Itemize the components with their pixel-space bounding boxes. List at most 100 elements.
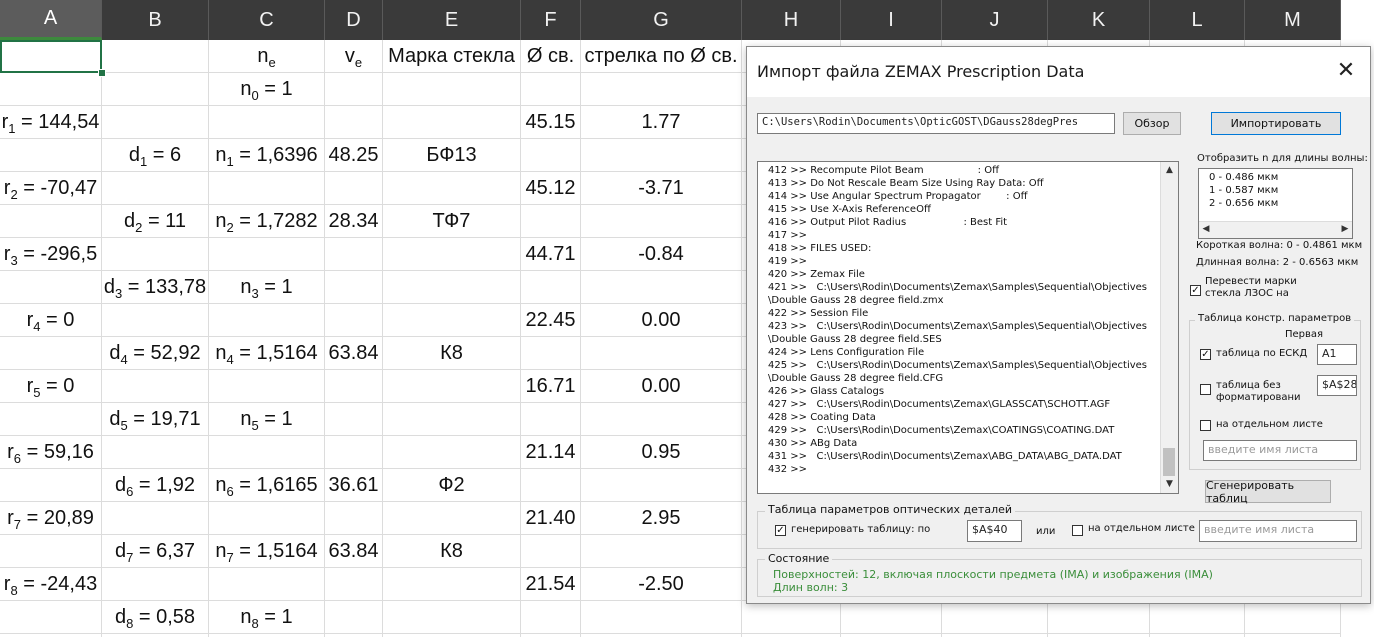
cell-d[interactable]: 63.84: [325, 535, 383, 568]
cell-b[interactable]: [102, 436, 209, 469]
cell-a[interactable]: [0, 469, 102, 502]
cell-e[interactable]: [383, 601, 521, 634]
cell-g[interactable]: -3.71: [581, 172, 742, 205]
cell-e[interactable]: [383, 304, 521, 337]
cell-d[interactable]: [325, 634, 383, 637]
cell-g[interactable]: [581, 403, 742, 436]
cell-g[interactable]: -0.84: [581, 238, 742, 271]
cell-a[interactable]: [0, 403, 102, 436]
scroll-up-icon[interactable]: ▲: [1161, 162, 1178, 179]
cell-f[interactable]: [521, 73, 581, 106]
cell-a[interactable]: [0, 535, 102, 568]
cell-e[interactable]: [383, 271, 521, 304]
cell-g[interactable]: [581, 337, 742, 370]
list-item[interactable]: 0 - 0.486 мкм: [1209, 172, 1279, 183]
cell-a[interactable]: [0, 73, 102, 106]
column-header-g[interactable]: G: [581, 0, 742, 40]
generate-table-button[interactable]: Сгенерировать таблиц: [1205, 479, 1331, 505]
log-scrollbar[interactable]: ▲ ▼: [1160, 162, 1178, 493]
cell-g[interactable]: 0.00: [581, 304, 742, 337]
cell-f[interactable]: [521, 337, 581, 370]
fill-handle[interactable]: [98, 69, 106, 77]
wavelength-list[interactable]: 0 - 0.486 мкм 1 - 0.587 мкм 2 - 0.656 мк…: [1198, 168, 1353, 239]
cell-d[interactable]: [325, 271, 383, 304]
cell-c[interactable]: [209, 502, 325, 535]
cell-m[interactable]: [1245, 634, 1341, 637]
cell-d[interactable]: [325, 172, 383, 205]
cell-e[interactable]: К8: [383, 337, 521, 370]
cell-b[interactable]: [102, 238, 209, 271]
cell-c[interactable]: [209, 304, 325, 337]
cell-e[interactable]: [383, 238, 521, 271]
cell-g[interactable]: [581, 271, 742, 304]
cell-d[interactable]: [325, 106, 383, 139]
cell-g[interactable]: [581, 139, 742, 172]
column-header-d[interactable]: D: [325, 0, 383, 40]
cell-f[interactable]: 21.14: [521, 436, 581, 469]
cell-c[interactable]: [209, 238, 325, 271]
cell-d[interactable]: [325, 370, 383, 403]
column-header-b[interactable]: B: [102, 0, 209, 40]
column-header-a[interactable]: A: [0, 0, 102, 40]
cell-f[interactable]: [521, 634, 581, 637]
cell-i[interactable]: [841, 601, 942, 634]
cell-h[interactable]: [742, 634, 841, 637]
cell-b[interactable]: [102, 568, 209, 601]
cell-c[interactable]: [209, 634, 325, 637]
cell-b[interactable]: [102, 40, 209, 73]
scroll-thumb[interactable]: [1163, 448, 1175, 476]
cell-f[interactable]: 16.71: [521, 370, 581, 403]
cell-h[interactable]: [742, 601, 841, 634]
cell-b[interactable]: [102, 106, 209, 139]
cell-f[interactable]: [521, 271, 581, 304]
cell-a[interactable]: [0, 601, 102, 634]
cell-d[interactable]: 36.61: [325, 469, 383, 502]
column-header-c[interactable]: C: [209, 0, 325, 40]
cell-e[interactable]: [383, 106, 521, 139]
cell-b[interactable]: [102, 172, 209, 205]
cell-f[interactable]: [521, 205, 581, 238]
cell-b[interactable]: [102, 502, 209, 535]
cell-g[interactable]: [581, 601, 742, 634]
cell-f[interactable]: 21.54: [521, 568, 581, 601]
list-item[interactable]: 2 - 0.656 мкм: [1209, 198, 1279, 209]
browse-button[interactable]: Обзор: [1123, 112, 1181, 135]
cell-e[interactable]: [383, 502, 521, 535]
eskd-checkbox[interactable]: ✓: [1200, 349, 1211, 360]
import-button[interactable]: Импортировать: [1211, 112, 1341, 135]
column-header-f[interactable]: F: [521, 0, 581, 40]
cell-g[interactable]: 1.77: [581, 106, 742, 139]
wavelength-hscrollbar[interactable]: ◀ ▶: [1199, 221, 1352, 238]
noformat-cell-input[interactable]: $A$28: [1317, 375, 1357, 396]
cell-b[interactable]: [102, 304, 209, 337]
separate-sheet-checkbox[interactable]: [1200, 420, 1211, 431]
cell-b[interactable]: [102, 634, 209, 637]
cell-g[interactable]: [581, 535, 742, 568]
cell-d[interactable]: [325, 436, 383, 469]
cell-c[interactable]: [209, 370, 325, 403]
column-header-m[interactable]: M: [1245, 0, 1341, 40]
cell-g[interactable]: стрелка по Ø св.: [581, 40, 742, 73]
column-header-i[interactable]: I: [841, 0, 942, 40]
optics-separate-checkbox[interactable]: [1072, 525, 1083, 536]
cell-d[interactable]: [325, 304, 383, 337]
cell-f[interactable]: 22.45: [521, 304, 581, 337]
cell-f[interactable]: [521, 535, 581, 568]
close-icon[interactable]: ✕: [1336, 58, 1356, 83]
cell-f[interactable]: [521, 601, 581, 634]
cell-k[interactable]: [1048, 601, 1150, 634]
column-header-j[interactable]: J: [942, 0, 1048, 40]
cell-g[interactable]: [581, 469, 742, 502]
column-header-l[interactable]: L: [1150, 0, 1245, 40]
cell-f[interactable]: Ø св.: [521, 40, 581, 73]
cell-f[interactable]: 21.40: [521, 502, 581, 535]
